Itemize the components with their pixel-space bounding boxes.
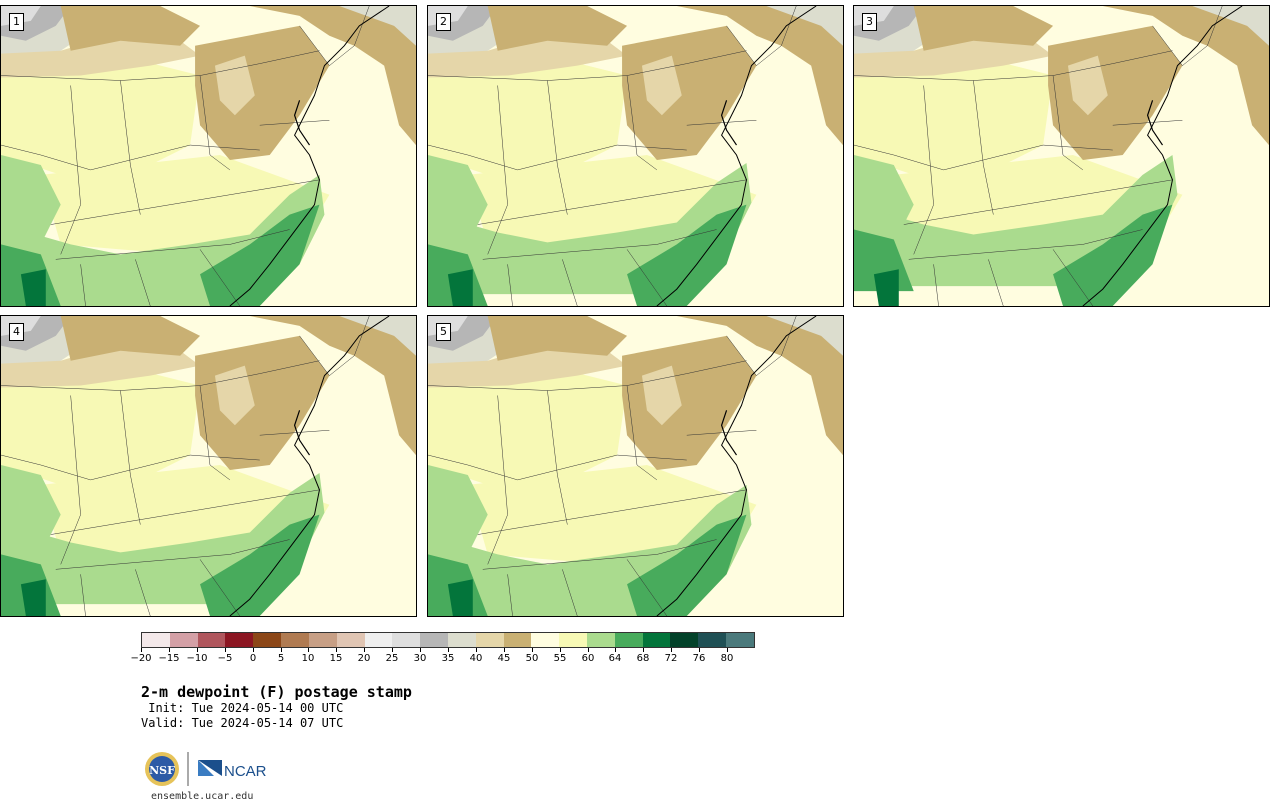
- colorbar-tick-label: −10: [186, 653, 208, 664]
- colorbar-swatch: [253, 633, 282, 647]
- colorbar-swatch: [503, 633, 532, 647]
- colorbar-tick-label: 40: [469, 653, 483, 664]
- colorbar-tick: [420, 648, 421, 652]
- colorbar-swatch: [336, 633, 365, 647]
- colorbar-tick: [671, 648, 672, 652]
- logos: NSF NCAR: [145, 752, 267, 786]
- colorbar-tick-label: 20: [357, 653, 371, 664]
- colorbar-swatch: [281, 633, 309, 647]
- chart-title: 2-m dewpoint (F) postage stamp: [141, 683, 412, 701]
- colorbar-tick: [281, 648, 282, 652]
- colorbar-tick: [253, 648, 254, 652]
- init-time: Init: Tue 2024-05-14 00 UTC: [141, 701, 344, 715]
- colorbar-tick-label: −20: [130, 653, 152, 664]
- colorbar-tick-label: 68: [636, 653, 650, 664]
- colorbar-swatch: [642, 633, 671, 647]
- colorbar-swatch: [531, 633, 560, 647]
- colorbar-tick: [532, 648, 533, 652]
- panel-number: 4: [9, 323, 24, 341]
- nsf-logo-icon: NSF: [145, 752, 179, 786]
- panel-number: 3: [862, 13, 877, 31]
- colorbar-swatch: [420, 633, 448, 647]
- map-panel-3: 3: [853, 5, 1270, 307]
- colorbar-tick-label: −5: [217, 653, 233, 664]
- dewpoint-map: [854, 6, 1269, 306]
- colorbar-tick-label: −15: [158, 653, 180, 664]
- colorbar-tick-label: 55: [553, 653, 567, 664]
- colorbar-tick: [615, 648, 616, 652]
- colorbar-tick-label: 35: [441, 653, 455, 664]
- colorbar-swatch: [559, 633, 587, 647]
- colorbar-tick: [364, 648, 365, 652]
- colorbar-tick-label: 5: [277, 653, 285, 664]
- panel-number: 2: [436, 13, 451, 31]
- colorbar-tick: [141, 648, 142, 652]
- panel-number: 5: [436, 323, 451, 341]
- colorbar-tick-label: 50: [525, 653, 539, 664]
- colorbar-tick: [169, 648, 170, 652]
- colorbar-swatch: [447, 633, 476, 647]
- colorbar-swatch: [587, 633, 615, 647]
- colorbar-swatch: [225, 633, 254, 647]
- colorbar-swatch: [614, 633, 643, 647]
- colorbar-tick-label: 0: [249, 653, 257, 664]
- colorbar-swatch: [726, 633, 754, 647]
- colorbar-tick-label: 30: [413, 653, 427, 664]
- colorbar-tick-label: 72: [664, 653, 678, 664]
- ncar-logo-text: NCAR: [224, 763, 267, 780]
- colorbar-swatch: [698, 633, 727, 647]
- colorbar-tick-label: 15: [329, 653, 343, 664]
- colorbar-ticks: −20 −15 −10 −5 0 5 10 15 20 25 30 35 40 45 50 55 60 64 68 7…: [130, 648, 755, 668]
- colorbar-swatch: [392, 633, 421, 647]
- colorbar-tick-label: 25: [385, 653, 399, 664]
- ncar-logo-icon: NCAR: [198, 760, 267, 780]
- colorbar-swatch: [364, 633, 393, 647]
- dewpoint-map: [428, 316, 843, 616]
- colorbar-tick-label: 60: [581, 653, 595, 664]
- map-panel-5: 5: [427, 315, 844, 617]
- map-panel-2: 2: [427, 5, 844, 307]
- dewpoint-map: [1, 6, 416, 306]
- dewpoint-map: [428, 6, 843, 306]
- colorbar-tick: [448, 648, 449, 652]
- colorbar-tick: [392, 648, 393, 652]
- dewpoint-map: [1, 316, 416, 616]
- colorbar-swatch: [169, 633, 198, 647]
- colorbar-tick: [727, 648, 728, 652]
- valid-time: Valid: Tue 2024-05-14 07 UTC: [141, 716, 344, 730]
- colorbar-tick-label: 64: [608, 653, 622, 664]
- colorbar-tick-label: 45: [497, 653, 511, 664]
- colorbar-tick-label: 10: [301, 653, 315, 664]
- colorbar-tick-label: 76: [692, 653, 706, 664]
- colorbar-swatch: [670, 633, 699, 647]
- colorbar-tick: [476, 648, 477, 652]
- colorbar-tick: [308, 648, 309, 652]
- colorbar-tick: [643, 648, 644, 652]
- map-panel-1: 1: [0, 5, 417, 307]
- colorbar-tick: [225, 648, 226, 652]
- colorbar-swatch: [475, 633, 504, 647]
- colorbar-swatch: [308, 633, 337, 647]
- colorbar-swatch: [197, 633, 226, 647]
- nsf-logo-text: NSF: [149, 764, 175, 777]
- colorbar-tick: [197, 648, 198, 652]
- colorbar-tick: [699, 648, 700, 652]
- colorbar-swatch: [142, 633, 170, 647]
- site-url: ensemble.ucar.edu: [151, 791, 254, 802]
- colorbar-tick: [560, 648, 561, 652]
- panel-number: 1: [9, 13, 24, 31]
- map-panel-4: 4: [0, 315, 417, 617]
- colorbar: [141, 632, 755, 648]
- colorbar-tick: [588, 648, 589, 652]
- colorbar-tick: [336, 648, 337, 652]
- colorbar-tick-label: 80: [720, 653, 734, 664]
- colorbar-tick: [504, 648, 505, 652]
